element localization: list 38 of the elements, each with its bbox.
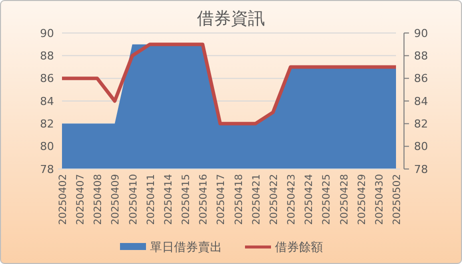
x-tick-label: 20250421 [251, 174, 262, 225]
x-tick-label: 20250407 [76, 174, 87, 225]
x-tick-label: 20250430 [374, 174, 386, 225]
x-tick-label: 20250411 [146, 174, 157, 225]
x-tick-label: 20250428 [339, 174, 350, 225]
x-tick-label: 20250423 [286, 174, 298, 225]
x-tick-label: 20250502 [392, 174, 403, 225]
x-tick-label: 20250402 [58, 174, 69, 225]
x-tick-label: 20250424 [304, 174, 316, 225]
y2-tick-label: 78 [414, 162, 428, 176]
x-tick-label: 20250429 [356, 174, 368, 225]
y-tick-label: 84 [40, 94, 54, 108]
y2-tick-label: 88 [414, 50, 428, 63]
y-tick-label: 86 [40, 72, 54, 86]
x-tick-label: 20250422 [268, 174, 280, 225]
y2-tick-label: 82 [414, 118, 428, 131]
x-tick-label: 20250425 [322, 174, 333, 225]
y-tick-label: 88 [40, 50, 54, 63]
y-tick-label: 78 [40, 162, 54, 176]
y-tick-label: 80 [40, 140, 54, 154]
y2-tick-label: 84 [414, 94, 428, 108]
x-tick-label: 20250410 [128, 174, 140, 225]
x-tick-label: 20250418 [234, 174, 245, 225]
x-tick-label: 20250408 [93, 174, 104, 225]
x-tick-label: 20250416 [198, 174, 210, 225]
y2-tick-label: 80 [414, 140, 428, 154]
line-series [60, 42, 398, 126]
x-tick-label: 20250409 [110, 174, 122, 225]
x-tick-label: 20250414 [163, 174, 174, 225]
y2-tick-label: 90 [414, 26, 428, 40]
y-tick-label: 82 [40, 118, 54, 131]
y-tick-label: 90 [40, 26, 54, 40]
x-tick-label: 20250415 [181, 174, 192, 225]
y2-tick-label: 86 [414, 72, 428, 86]
legend-label: 借券餘額 [275, 240, 323, 254]
chart-title: 借券資訊 [197, 9, 265, 29]
legend-label: 單日借券賣出 [150, 240, 222, 254]
x-tick-label: 20250417 [216, 174, 228, 225]
